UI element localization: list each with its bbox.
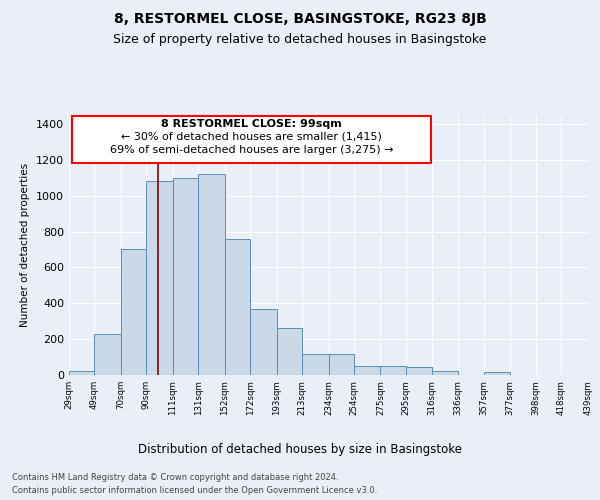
Bar	[224, 238, 250, 375]
Bar	[277, 328, 302, 375]
Text: 8 RESTORMEL CLOSE: 99sqm: 8 RESTORMEL CLOSE: 99sqm	[161, 118, 341, 128]
Bar	[380, 366, 406, 375]
Bar	[198, 174, 225, 375]
Text: ← 30% of detached houses are smaller (1,415): ← 30% of detached houses are smaller (1,…	[121, 131, 382, 141]
Bar	[354, 366, 380, 375]
Bar	[329, 354, 354, 375]
Text: Contains HM Land Registry data © Crown copyright and database right 2024.: Contains HM Land Registry data © Crown c…	[12, 472, 338, 482]
Text: Distribution of detached houses by size in Basingstoke: Distribution of detached houses by size …	[138, 442, 462, 456]
Y-axis label: Number of detached properties: Number of detached properties	[20, 163, 31, 327]
Bar	[69, 372, 94, 375]
Bar	[432, 372, 458, 375]
Bar	[94, 334, 121, 375]
Bar	[121, 250, 146, 375]
Text: 8, RESTORMEL CLOSE, BASINGSTOKE, RG23 8JB: 8, RESTORMEL CLOSE, BASINGSTOKE, RG23 8J…	[113, 12, 487, 26]
Text: Contains public sector information licensed under the Open Government Licence v3: Contains public sector information licen…	[12, 486, 377, 495]
Bar	[484, 372, 509, 375]
Bar	[406, 367, 432, 375]
Bar	[302, 354, 329, 375]
Text: 69% of semi-detached houses are larger (3,275) →: 69% of semi-detached houses are larger (…	[110, 144, 393, 154]
FancyBboxPatch shape	[71, 116, 431, 162]
Bar	[250, 308, 277, 375]
Bar	[146, 182, 173, 375]
Bar	[173, 178, 198, 375]
Text: Size of property relative to detached houses in Basingstoke: Size of property relative to detached ho…	[113, 32, 487, 46]
